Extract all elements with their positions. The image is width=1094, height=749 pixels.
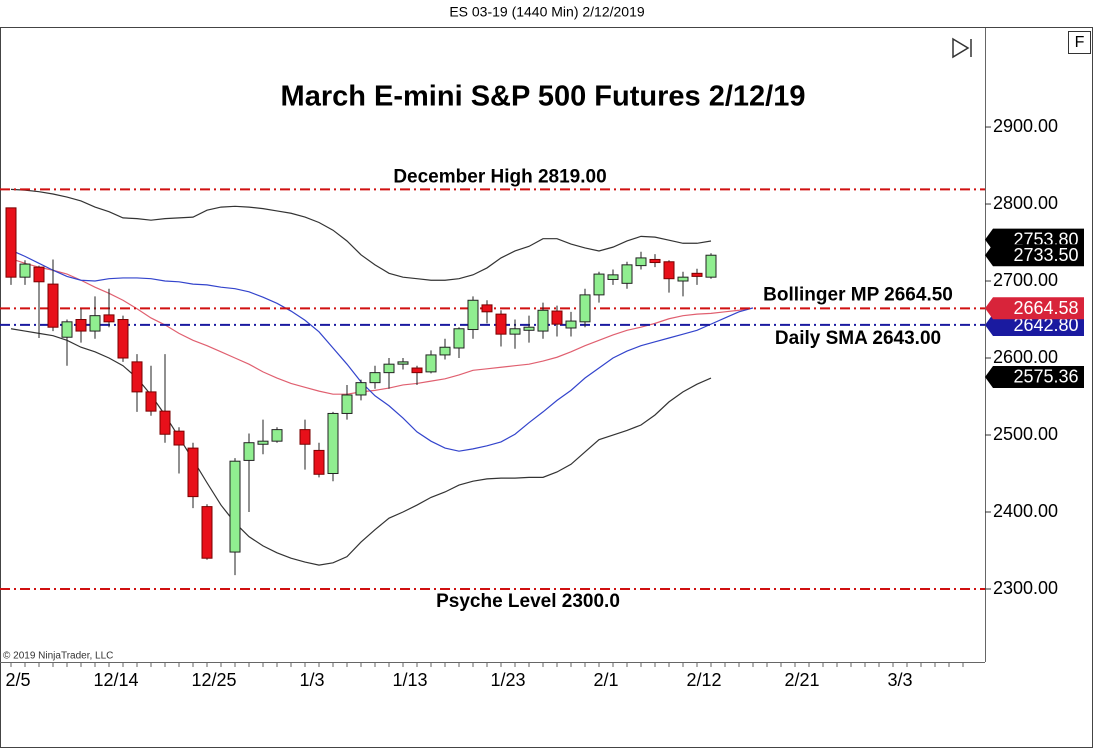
header: ES 03-19 (1440 Min) 2/12/2019 <box>449 4 645 20</box>
x-tick-label: 3/3 <box>887 670 912 690</box>
y-tick-label: 2500.00 <box>993 424 1058 444</box>
candle-body <box>551 310 563 325</box>
candle-body <box>229 460 241 553</box>
candle-body <box>425 354 437 373</box>
candle-body <box>593 273 605 296</box>
candle-body <box>75 319 87 332</box>
candle-body <box>565 320 577 329</box>
price-marker-label: 2664.58 <box>1013 298 1078 318</box>
candle-body <box>495 313 507 335</box>
f-button[interactable]: F <box>1068 31 1091 54</box>
chart-title: March E-mini S&P 500 Futures 2/12/19 <box>281 81 806 113</box>
candle-body <box>89 315 101 332</box>
candle-body <box>509 328 521 335</box>
candle-body <box>341 394 353 414</box>
x-tick-label: 1/23 <box>490 670 525 690</box>
y-tick-label: 2600.00 <box>993 347 1058 367</box>
price-marker <box>985 365 1084 388</box>
level-label: Bollinger MP 2664.50 <box>763 284 953 305</box>
candle-body <box>411 367 423 374</box>
candle-body <box>621 264 633 284</box>
level-label: Daily SMA 2643.00 <box>775 328 941 349</box>
price-marker-label: 2575.36 <box>1013 367 1078 387</box>
candle-body <box>61 321 73 338</box>
y-tick-label: 2400.00 <box>993 501 1058 521</box>
candle-body <box>117 319 129 359</box>
price-marker-label: 2733.50 <box>1013 245 1078 265</box>
candle-body <box>705 254 717 278</box>
candle-body <box>47 283 59 328</box>
x-tick-label: 12/25 <box>191 670 236 690</box>
indicator-line <box>10 188 712 281</box>
candle-body <box>187 447 199 498</box>
y-tick-label: 2900.00 <box>993 116 1058 136</box>
candle-body <box>537 309 549 332</box>
candle-body <box>635 257 647 267</box>
price-marker <box>985 244 1084 267</box>
candle-body <box>467 299 479 331</box>
candle-body <box>33 266 45 283</box>
y-tick-label: 2700.00 <box>993 270 1058 290</box>
indicator-line <box>10 249 754 452</box>
x-tick-label: 1/3 <box>299 670 324 690</box>
level-label: Psyche Level 2300.0 <box>436 591 620 612</box>
x-tick-label: 2/5 <box>5 670 30 690</box>
candle-body <box>355 382 367 396</box>
candle-body <box>579 294 591 323</box>
copyright: © 2019 NinjaTrader, LLC <box>3 651 113 662</box>
candle-body <box>523 326 535 331</box>
candle-body <box>299 429 311 445</box>
scroll-end-icon[interactable] <box>952 37 972 59</box>
candle-body <box>453 328 465 349</box>
candle-body <box>369 372 381 384</box>
indicator-line <box>10 258 754 395</box>
candle-body <box>271 429 283 442</box>
candle-body <box>131 361 143 393</box>
candle-body <box>159 410 171 435</box>
price-marker <box>985 314 1084 337</box>
candle-body <box>607 274 619 280</box>
candle-body <box>243 442 255 461</box>
candle-body <box>5 207 17 278</box>
x-tick-label: 2/21 <box>784 670 819 690</box>
indicator-line <box>10 328 712 566</box>
candle-body <box>173 430 185 446</box>
level-label: December High 2819.00 <box>393 166 606 187</box>
y-tick-label: 2300.00 <box>993 578 1058 598</box>
y-tick-label: 2800.00 <box>993 193 1058 213</box>
candle-body <box>481 304 493 313</box>
candle-body <box>649 258 661 264</box>
svg-text:F: F <box>1075 34 1085 51</box>
candle-body <box>201 506 213 559</box>
x-tick-label: 2/12 <box>686 670 721 690</box>
price-marker-label: 2642.80 <box>1013 315 1078 335</box>
candle-body <box>663 261 675 280</box>
candle-body <box>313 449 325 475</box>
candle-body <box>677 276 689 282</box>
x-tick-label: 2/1 <box>593 670 618 690</box>
candle-body <box>257 440 269 445</box>
frame <box>0 27 1093 748</box>
candle-body <box>691 272 703 277</box>
candle-body <box>145 391 157 412</box>
price-marker <box>985 297 1084 320</box>
x-tick-label: 12/14 <box>93 670 138 690</box>
candle-body <box>103 314 115 323</box>
candle-body <box>383 363 395 374</box>
candle-body <box>19 263 31 278</box>
candle-body <box>439 346 451 356</box>
x-tick-label: 1/13 <box>392 670 427 690</box>
candle-body <box>327 412 339 475</box>
candle-body <box>397 361 409 365</box>
